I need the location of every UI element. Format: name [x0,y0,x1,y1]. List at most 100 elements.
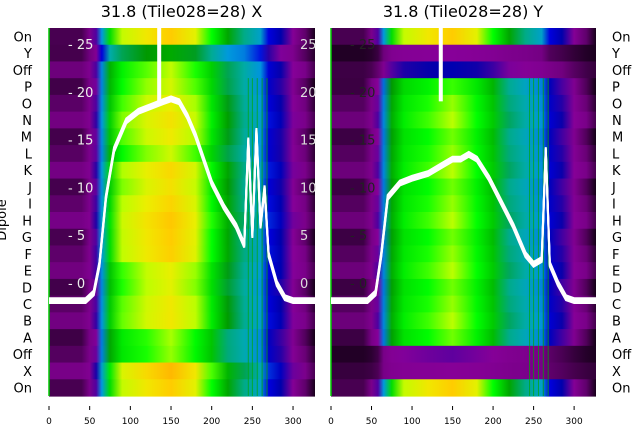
row-label: K [612,164,621,179]
heatmap-row-b [331,312,596,330]
x-tick-label: 300 [284,417,301,427]
heatmap-row-off [331,345,596,364]
x-tick-label: 200 [484,417,501,427]
overlay-tick-label: - 15 [350,134,375,149]
overlay-tick-label: - 20 [68,86,93,101]
heatmap-row-h [49,212,315,230]
heatmap-row-a [331,329,596,347]
x-tick-label: 100 [122,417,139,427]
row-label: L [25,147,33,162]
heatmap-row-g [331,228,596,247]
row-label: P [612,81,620,96]
heatmap-row-off [331,61,596,79]
row-label: Off [612,348,632,363]
overlay-right-tick-label: 10 [300,181,317,196]
row-label: O [612,97,622,112]
overlay-tick-label: - 10 [350,181,375,196]
heatmap-row-x [331,362,596,380]
overlay-tick-label: - 5 [350,229,367,244]
heatmap-row-g [49,228,315,247]
row-label: F [612,248,619,263]
flagged-channel-bar [438,28,443,102]
heatmap-row-f [331,245,596,263]
x-tick-label: 50 [366,417,378,427]
panel-title: 31.8 (Tile028=28) X [101,2,263,21]
overlay-tick-label: - 10 [68,181,93,196]
panel-title: 31.8 (Tile028=28) Y [383,2,544,21]
overlay-right-tick-label: 5 [300,229,308,244]
heatmap-row-n [49,111,315,129]
row-label: D [612,281,622,296]
x-tick-label: 150 [444,417,461,427]
heatmap-row-on [49,28,315,46]
row-label: X [23,365,32,380]
row-label: J [611,181,616,196]
overlay-tick-label: - 25 [350,38,375,53]
row-label: N [612,114,622,129]
row-label: On [612,382,630,397]
heatmap-row-y [49,44,315,63]
heatmap-row-on [331,28,596,46]
x-tick-label: 250 [525,417,542,427]
heatmap-row-i [331,195,596,213]
row-label: G [612,231,622,246]
x-tick-label: 0 [46,417,52,427]
heatmap-row-k [331,161,596,180]
row-label: D [22,281,32,296]
row-label: M [21,131,32,146]
row-label: A [23,331,32,346]
overlay-line [331,151,596,305]
overlay-tick-label: - 15 [68,134,93,149]
overlay-tick-label: - 20 [350,86,375,101]
overlay-right-tick-label: 0 [300,277,308,292]
heatmap-row-off [49,61,315,79]
row-label: L [612,147,620,162]
row-label: I [28,198,32,213]
x-tick-label: 150 [162,417,179,427]
x-tick-label: 0 [328,417,334,427]
row-label: P [24,81,32,96]
row-label: H [22,214,32,229]
row-label: E [24,265,32,280]
heatmap-row-n [331,111,596,129]
row-label: Off [13,348,33,363]
heatmap-row-h [331,212,596,230]
flagged-channel-bar [157,28,162,102]
row-label: F [25,248,32,263]
row-label: B [23,315,32,330]
heatmap-row-f [49,245,315,263]
row-label: On [14,382,32,397]
row-label: E [612,265,620,280]
x-tick-label: 100 [403,417,420,427]
row-label: O [22,97,32,112]
heatmap-row-a [49,329,315,347]
overlay-tick-label: - 0 [350,277,367,292]
row-label: M [612,131,623,146]
heatmap-row-k [49,161,315,180]
row-label: C [612,298,621,313]
row-label: J [27,181,32,196]
x-tick-label: 300 [566,417,583,427]
row-label: A [612,331,621,346]
overlay-right-tick-label: 20 [300,86,317,101]
row-label: Off [612,64,632,79]
row-label: Y [611,47,620,62]
heatmap-row-off [49,345,315,364]
x-tick-label: 250 [244,417,261,427]
heatmap-row-x [49,362,315,380]
x-tick-label: 50 [84,417,96,427]
y-axis-label: Dipole [0,199,10,240]
row-label: Y [23,47,32,62]
row-label: I [612,198,616,213]
row-label: B [612,315,621,330]
overlay-tick-label: - 0 [68,277,85,292]
panel-y: 31.8 (Tile028=28) Y - 0 - 5 - 10 - 15 - 20 - 2… [328,2,632,427]
row-label: H [612,214,622,229]
overlay-right-tick-label: 25 [300,38,317,53]
row-label: C [23,298,32,313]
row-label: Off [13,64,33,79]
heatmap-row-i [49,195,315,213]
row-label: N [22,114,32,129]
row-label: G [22,231,32,246]
